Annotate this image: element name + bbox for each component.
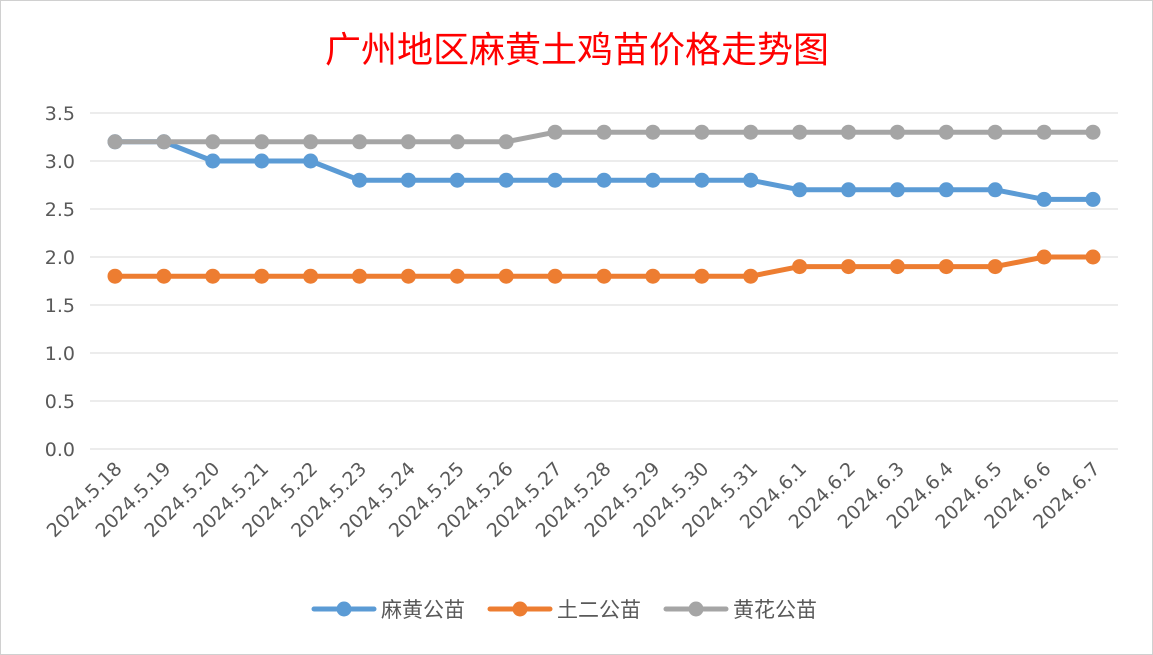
data-point xyxy=(254,134,270,150)
data-point xyxy=(743,124,759,140)
data-point xyxy=(841,124,856,140)
data-point xyxy=(547,124,563,140)
legend-label: 麻黄公苗 xyxy=(381,598,465,622)
y-tick-label: 3.0 xyxy=(45,151,75,173)
data-point xyxy=(303,153,319,169)
data-point xyxy=(596,124,612,140)
data-point xyxy=(792,182,808,198)
data-point xyxy=(254,153,270,169)
legend-swatch-marker xyxy=(688,601,704,617)
legend: 麻黄公苗 土二公苗 黄花公苗 xyxy=(311,598,817,622)
data-point xyxy=(449,134,465,150)
data-point xyxy=(1085,191,1101,207)
data-point xyxy=(498,268,514,284)
x-axis-ticks: 2024.5.182024.5.192024.5.202024.5.212024… xyxy=(43,458,1105,542)
y-tick-label: 2.0 xyxy=(45,247,75,269)
data-point xyxy=(596,172,612,188)
gridlines xyxy=(90,112,1118,450)
legend-item: 土二公苗 xyxy=(487,598,641,622)
data-point xyxy=(694,172,710,188)
data-point xyxy=(841,259,856,275)
data-point xyxy=(547,268,563,284)
data-point xyxy=(352,172,367,188)
data-point xyxy=(987,124,1003,140)
legend-swatch-marker xyxy=(336,601,352,617)
data-point xyxy=(400,268,416,284)
series-lines xyxy=(107,124,1101,284)
data-point xyxy=(694,124,710,140)
data-point xyxy=(743,268,759,284)
y-tick-label: 0.0 xyxy=(45,439,75,461)
data-point xyxy=(694,268,710,284)
data-point xyxy=(889,124,905,140)
data-point xyxy=(205,134,221,150)
data-point xyxy=(645,172,661,188)
legend-item: 黄花公苗 xyxy=(663,598,817,622)
data-point xyxy=(156,268,172,284)
data-point xyxy=(987,259,1003,275)
y-tick-label: 2.5 xyxy=(45,199,75,221)
data-point xyxy=(1085,124,1101,140)
data-point xyxy=(498,172,514,188)
legend-swatch-marker xyxy=(512,601,528,617)
data-point xyxy=(889,182,905,198)
data-point xyxy=(498,134,514,150)
data-point xyxy=(156,134,172,150)
data-point xyxy=(449,172,465,188)
data-point xyxy=(205,268,221,284)
data-point xyxy=(645,268,661,284)
data-point xyxy=(400,134,416,150)
data-point xyxy=(938,124,954,140)
legend-item: 麻黄公苗 xyxy=(311,598,465,622)
data-point xyxy=(596,268,612,284)
data-point xyxy=(400,172,416,188)
data-point xyxy=(303,268,319,284)
y-tick-label: 3.5 xyxy=(45,103,75,125)
data-point xyxy=(352,134,367,150)
data-point xyxy=(987,182,1003,198)
y-tick-label: 1.0 xyxy=(45,343,75,365)
data-point xyxy=(352,268,367,284)
data-point xyxy=(254,268,270,284)
data-point xyxy=(792,259,808,275)
data-point xyxy=(743,172,759,188)
data-point xyxy=(303,134,319,150)
data-point xyxy=(938,259,954,275)
legend-label: 土二公苗 xyxy=(557,598,641,622)
data-point xyxy=(449,268,465,284)
data-point xyxy=(1036,249,1052,265)
data-point xyxy=(1036,124,1052,140)
data-point xyxy=(107,268,123,284)
data-point xyxy=(205,153,221,169)
legend-label: 黄花公苗 xyxy=(733,598,817,622)
y-tick-label: 0.5 xyxy=(45,391,75,413)
data-point xyxy=(889,259,905,275)
data-point xyxy=(1036,191,1052,207)
series-3 xyxy=(107,124,1101,150)
data-point xyxy=(1085,249,1101,265)
data-point xyxy=(792,124,808,140)
data-point xyxy=(645,124,661,140)
data-point xyxy=(107,134,123,150)
chart-title: 广州地区麻黄土鸡苗价格走势图 xyxy=(325,30,829,71)
data-point xyxy=(841,182,856,198)
data-point xyxy=(547,172,563,188)
y-tick-label: 1.5 xyxy=(45,295,75,317)
y-axis-ticks: 0.0 0.5 1.0 1.5 2.0 2.5 3.0 3.5 xyxy=(45,103,75,461)
data-point xyxy=(938,182,954,198)
series-2 xyxy=(107,249,1101,284)
